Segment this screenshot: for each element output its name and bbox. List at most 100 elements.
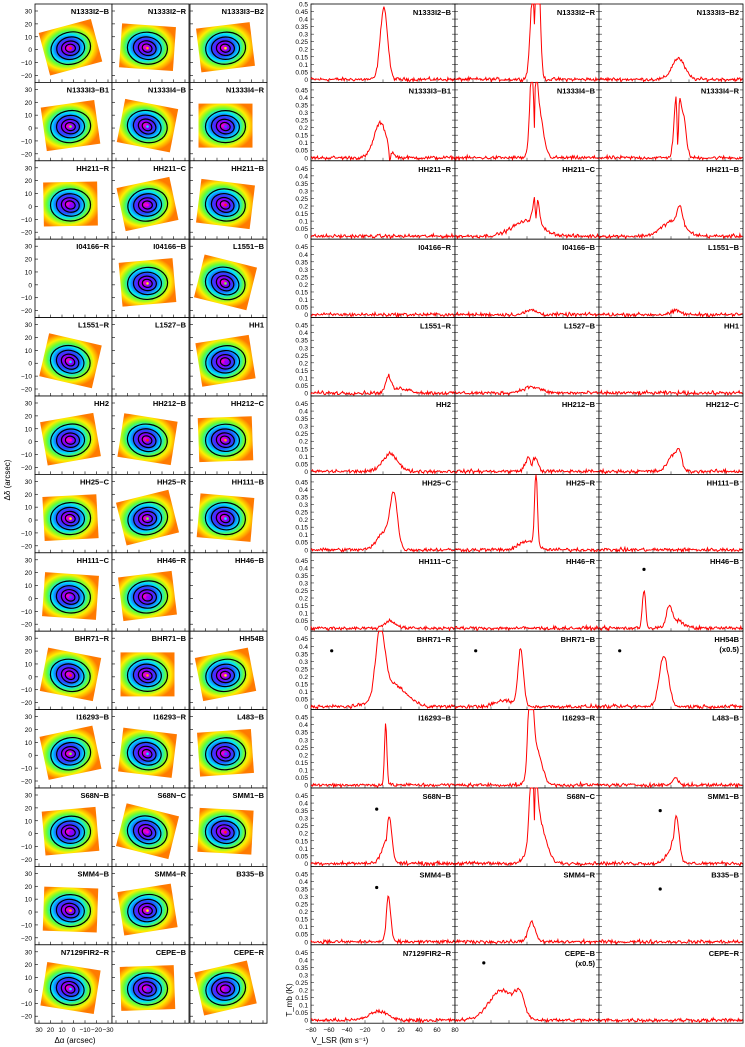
spectrum-ytick-label: 0.3 [299,894,308,901]
map-peak-marker [224,830,227,834]
spectrum-ytick-label: 0.4 [299,173,308,180]
spectrum-label: HH212−C [706,400,740,409]
map-contour [137,197,158,213]
spectrum-ytick-label: 0.05 [295,618,308,625]
map-contour [60,432,81,449]
spectrum-label: CEPE−R [709,949,740,958]
spectrum-ytick-label: 0.25 [295,510,308,517]
map-ytick-label: 0 [28,831,32,838]
map-label: CEPE−R [234,948,265,957]
map-contour [211,977,241,1001]
map-contour [55,820,86,845]
spectrum-ytick-label: 0.05 [295,775,308,782]
map-contour [141,748,153,759]
map-ytick-label: 0 [28,753,32,760]
map-contour [60,510,80,527]
spectrum-ytick-label: 0.25 [295,666,308,673]
spectrum-sublabel: (x0.5) [575,959,595,968]
spectrum-ytick-label: 0.15 [295,681,308,688]
map-contour [55,193,85,217]
map-peak-marker [146,282,149,285]
spectrum-label: HH111−C [419,557,452,566]
spectrum-frame [598,552,744,632]
map-ytick-label: −20 [21,308,32,315]
spectrum-line [310,232,455,240]
map-peak-marker [69,595,72,599]
map-label: N1333I2−R [148,7,187,16]
map-contour [133,506,163,531]
map-label: I16293−B [76,713,109,722]
map-peak-marker [224,203,227,207]
map-contour [204,501,246,536]
spectrum-ytick-label: 0.45 [295,87,308,94]
map-ytick-label: 20 [25,805,33,812]
map-contour [219,749,231,759]
spectrum-frame [598,787,744,867]
spectrum-ytick-label: 0.4 [299,879,308,886]
map-ytick-label: −20 [21,151,32,158]
spectrum-ytick-label: 0.35 [295,416,308,423]
map-frame [189,552,268,632]
map-peak-marker [69,517,72,520]
map-label: I16293−R [153,713,186,722]
map-ytick-label: −20 [21,622,32,629]
map-label: HH211−B [231,164,264,173]
spectrum-ytick-label: 0.25 [295,39,308,46]
map-label: HH25−R [157,477,187,486]
spectrum-label: L483−B [712,714,739,723]
map-xlabel: Δα (arcsec) [54,1036,95,1045]
spectrum-ytick-label: 0.45 [295,9,308,16]
map-contour [141,827,153,837]
map-peak-marker [146,438,149,442]
spectrum-star-marker [375,885,379,890]
spectrum-xtick-label: −60 [323,1027,334,1034]
spectrum-ytick-label: 0.05 [295,853,308,860]
map-contour [215,40,236,57]
map-contour [55,506,86,531]
map-contour [210,349,241,374]
map-contour [141,278,153,289]
map-ytick-label: 10 [25,191,33,198]
map-label: N7129FIR2−R [61,948,110,957]
spectrum-ytick-label: 0.15 [295,289,308,296]
spectrum-ytick-label: 0.35 [295,103,308,110]
map-label: HH46−B [235,556,265,565]
spectrum-line [598,776,743,789]
spectrum-line [310,1008,455,1024]
spectrum-frame [310,238,456,318]
map-contour [55,349,85,374]
map-ytick-label: 30 [25,9,33,16]
map-ytick-label: 10 [25,661,33,668]
map-ytick-label: −20 [21,543,32,550]
map-label: I04166−B [153,242,186,251]
spectrum-label: N7129FIR2−R [403,949,452,958]
map-peak-marker [146,752,149,756]
map-peak-marker [146,125,149,128]
spectrum-line [598,204,743,240]
map-contour [137,589,158,605]
spectrum-ytick-label: 0.2 [299,204,308,211]
map-contour [215,196,235,213]
spectrum-label: BHR71−B [561,635,596,644]
map-contour [219,670,231,681]
map-contour [55,898,85,923]
map-contour [56,36,86,61]
map-xtick-label: −30 [102,1027,113,1034]
spectrum-label: L1551−R [420,322,452,331]
map-peak-marker [224,282,227,285]
map-contour [60,118,81,135]
spectrum-ytick-label: 0.3 [299,737,308,744]
spectrum-ytick-label: 0.25 [295,196,308,203]
spectrum-ytick-label: 0.1 [299,375,308,382]
spectrum-ytick-label: 0.05 [295,226,308,233]
spectrum-frame [598,317,744,397]
spectrum-line [454,385,599,396]
map-contour [127,266,169,301]
map-ytick-label: −10 [21,687,32,694]
map-contour [141,592,153,602]
spectrum-ytick-label: 0.05 [295,69,308,76]
map-label: L1551−R [78,321,110,330]
map-ytick-label: 0 [28,126,32,133]
map-contour [127,501,169,536]
map-contour [219,357,231,367]
